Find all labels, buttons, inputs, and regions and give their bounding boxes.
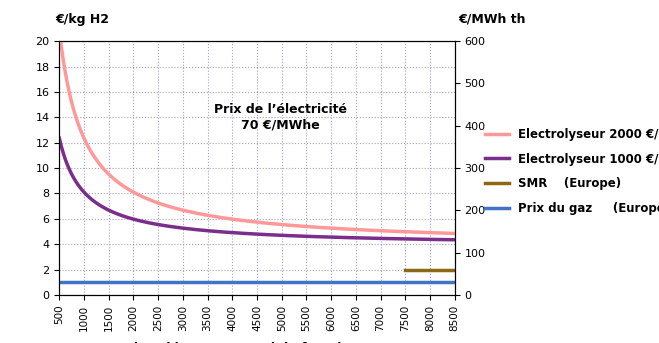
Legend: Electrolyseur 2000 €/kW, Electrolyseur 1000 €/kW, SMR    (Europe), Prix du gaz  : Electrolyseur 2000 €/kW, Electrolyseur 1…: [480, 123, 659, 220]
Text: €/MWh th: €/MWh th: [459, 13, 526, 26]
Text: €/kg H2: €/kg H2: [55, 13, 109, 26]
Text: Prix de l’électricité
70 €/MWhe: Prix de l’électricité 70 €/MWhe: [214, 103, 347, 131]
X-axis label: Nombre d'heures annuel de fonctionnement: Nombre d'heures annuel de fonctionnement: [102, 342, 412, 343]
